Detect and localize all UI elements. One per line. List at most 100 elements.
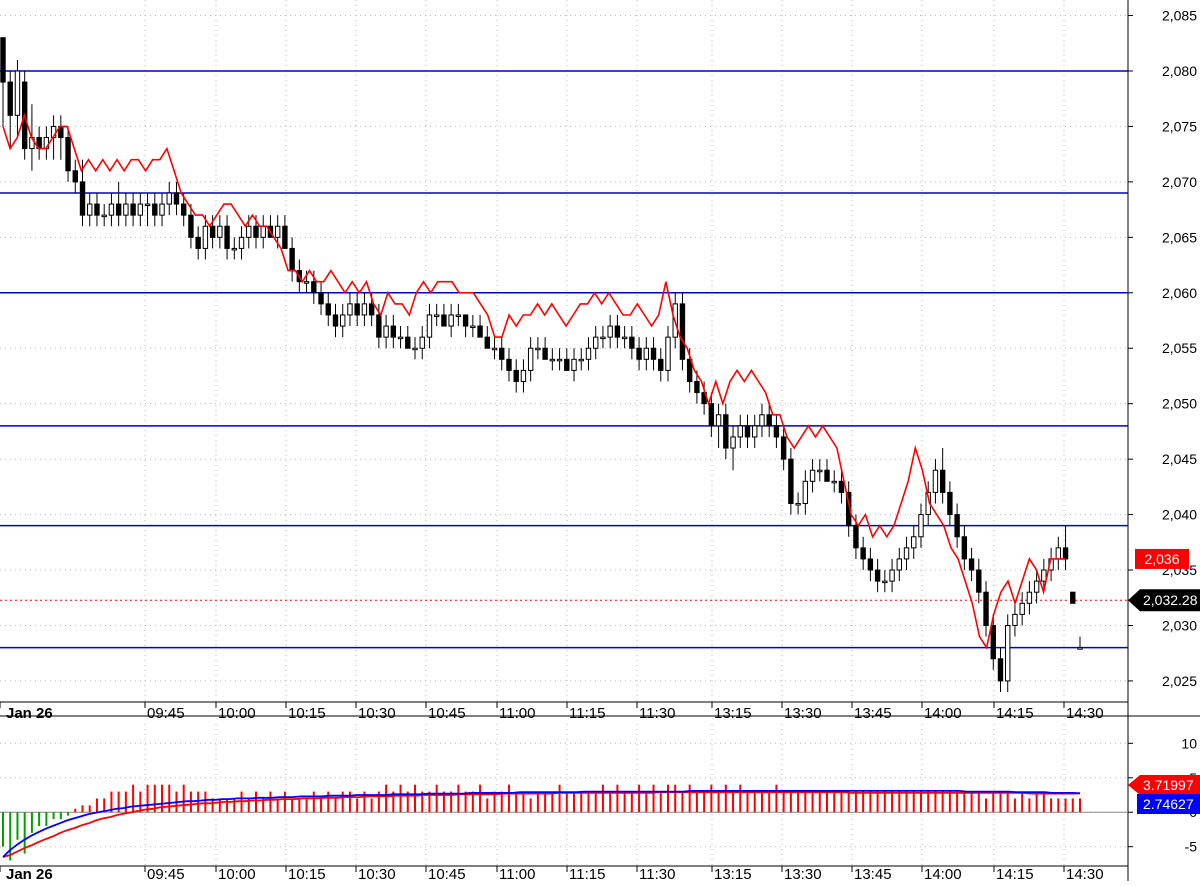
candle[interactable] — [65, 126, 71, 182]
candle[interactable] — [405, 326, 411, 349]
candle[interactable] — [809, 459, 816, 493]
candle[interactable] — [1070, 591, 1076, 604]
candle[interactable] — [744, 414, 751, 449]
candle[interactable] — [202, 215, 209, 260]
candle[interactable] — [990, 614, 996, 670]
oscillator-signal-line[interactable] — [2, 791, 1081, 858]
candle[interactable] — [1026, 581, 1033, 615]
candle[interactable] — [968, 547, 975, 582]
candle[interactable] — [882, 570, 888, 593]
oscillator-average-line[interactable] — [2, 790, 1081, 858]
candle[interactable] — [802, 470, 809, 515]
candle[interactable] — [195, 226, 201, 260]
candle[interactable] — [188, 204, 194, 249]
candle[interactable] — [607, 314, 613, 349]
candle[interactable] — [1005, 614, 1011, 693]
candle[interactable] — [889, 558, 895, 593]
candle[interactable] — [513, 359, 519, 393]
candle[interactable] — [347, 292, 353, 327]
candle[interactable] — [318, 281, 324, 315]
candle[interactable] — [976, 558, 982, 604]
candle[interactable] — [954, 503, 960, 548]
candle[interactable] — [867, 547, 874, 582]
candle[interactable] — [556, 348, 563, 371]
candle[interactable] — [152, 192, 158, 227]
candle[interactable] — [361, 292, 368, 327]
candle[interactable] — [441, 303, 447, 327]
candle[interactable] — [621, 326, 628, 349]
candle[interactable] — [896, 547, 902, 582]
candle[interactable] — [788, 448, 794, 515]
candle[interactable] — [983, 581, 989, 637]
candle[interactable] — [773, 414, 780, 449]
candle[interactable] — [79, 159, 86, 227]
candle[interactable] — [831, 470, 837, 493]
candle[interactable] — [340, 303, 346, 338]
candle[interactable] — [87, 192, 93, 227]
candle[interactable] — [564, 348, 570, 371]
candle[interactable] — [860, 536, 866, 571]
candle[interactable] — [694, 370, 700, 404]
candle[interactable] — [629, 326, 635, 360]
candle[interactable] — [499, 337, 505, 371]
candle[interactable] — [578, 348, 584, 371]
price-overlay-line[interactable] — [2, 112, 1065, 650]
candle[interactable] — [325, 292, 331, 327]
candle[interactable] — [643, 337, 650, 371]
candle[interactable] — [918, 503, 924, 548]
candle[interactable] — [383, 314, 389, 349]
candle[interactable] — [14, 59, 21, 138]
candle[interactable] — [795, 492, 801, 515]
candle[interactable] — [737, 414, 743, 449]
candle[interactable] — [911, 525, 917, 559]
candle[interactable] — [824, 459, 830, 482]
candle[interactable] — [708, 392, 715, 437]
candle[interactable] — [845, 481, 852, 537]
candle[interactable] — [108, 192, 115, 227]
candle[interactable] — [593, 326, 599, 360]
candle[interactable] — [397, 326, 404, 349]
candle[interactable] — [614, 314, 621, 349]
candle[interactable] — [527, 337, 534, 382]
candle[interactable] — [932, 459, 939, 504]
candle[interactable] — [1041, 558, 1047, 593]
candle[interactable] — [426, 303, 433, 349]
candle[interactable] — [462, 314, 469, 338]
candle[interactable] — [780, 425, 787, 471]
candle[interactable] — [838, 470, 845, 504]
candle[interactable] — [1019, 592, 1025, 626]
candle[interactable] — [506, 348, 512, 382]
candle[interactable] — [7, 70, 13, 149]
candle[interactable] — [0, 37, 6, 127]
candle[interactable] — [484, 326, 490, 349]
candle[interactable] — [470, 314, 476, 338]
candle[interactable] — [282, 215, 288, 249]
candle[interactable] — [354, 292, 360, 327]
candle[interactable] — [658, 348, 664, 382]
candle[interactable] — [1077, 636, 1083, 650]
candle[interactable] — [520, 359, 527, 393]
candle[interactable] — [130, 192, 136, 227]
candle[interactable] — [903, 536, 910, 571]
candle[interactable] — [650, 337, 657, 371]
candle[interactable] — [101, 204, 107, 227]
candle[interactable] — [947, 481, 953, 526]
candle[interactable] — [752, 414, 758, 449]
candle[interactable] — [817, 459, 823, 482]
candle[interactable] — [1012, 603, 1018, 637]
candle[interactable] — [715, 403, 722, 449]
candle[interactable] — [730, 425, 736, 471]
candle[interactable] — [665, 326, 671, 382]
candle[interactable] — [759, 403, 765, 437]
candle[interactable] — [231, 237, 238, 260]
candle[interactable] — [766, 403, 772, 437]
candle[interactable] — [390, 314, 397, 349]
candle[interactable] — [238, 226, 245, 260]
candle[interactable] — [224, 215, 230, 260]
candle[interactable] — [535, 337, 541, 360]
candle[interactable] — [137, 192, 144, 227]
candle[interactable] — [412, 337, 418, 360]
candle[interactable] — [679, 292, 686, 371]
candle[interactable] — [173, 181, 180, 216]
